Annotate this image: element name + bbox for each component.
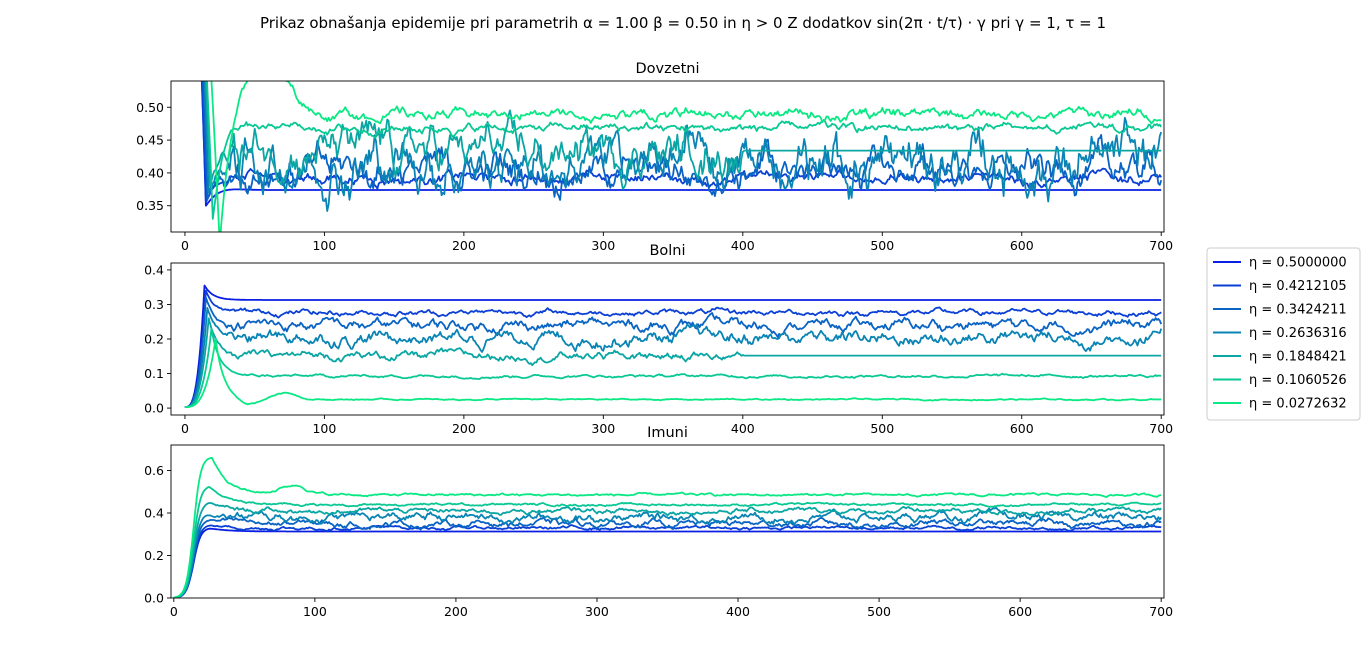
- y-tick-label: 0.3: [144, 297, 164, 312]
- series-line: [184, 306, 1163, 408]
- x-tick-label: 700: [1149, 604, 1173, 619]
- series-line: [173, 524, 1162, 598]
- series-line: [203, 81, 1163, 212]
- x-tick-label: 500: [867, 604, 891, 619]
- series-line: [184, 284, 1162, 408]
- x-tick-label: 0: [170, 604, 178, 619]
- legend-label: η = 0.1848421: [1249, 350, 1347, 365]
- series-line: [204, 81, 1162, 190]
- axes-frame: [170, 80, 1165, 233]
- x-tick-label: 600: [1010, 238, 1034, 253]
- x-tick-label: 500: [870, 238, 894, 253]
- legend-label: η = 0.0272632: [1249, 397, 1347, 412]
- legend-box: [1206, 247, 1361, 421]
- subplot-title: Bolni: [649, 243, 685, 259]
- series-line: [184, 338, 1162, 408]
- y-tick-label: 0.1: [144, 366, 164, 381]
- y-tick-label: 0.2: [144, 548, 164, 563]
- y-tick-label: 0.2: [144, 332, 164, 347]
- y-tick-label: 0.50: [136, 100, 164, 115]
- series-line: [173, 516, 1162, 598]
- y-tick-label: 0.40: [136, 165, 164, 180]
- x-tick-label: 400: [731, 421, 755, 436]
- x-tick-label: 100: [312, 421, 336, 436]
- x-tick-label: 100: [303, 604, 327, 619]
- x-tick-label: 600: [1010, 421, 1034, 436]
- series-line: [210, 81, 1162, 232]
- legend-label: η = 0.4212105: [1249, 279, 1347, 294]
- series-line: [206, 81, 1162, 220]
- series-line: [173, 506, 1162, 598]
- x-tick-label: 200: [444, 604, 468, 619]
- legend-label: η = 0.1060526: [1249, 373, 1347, 388]
- series-line: [173, 501, 1162, 598]
- series-line: [184, 327, 1162, 408]
- x-tick-label: 300: [585, 604, 609, 619]
- legend-label: η = 0.2636316: [1249, 326, 1347, 341]
- subplot-title: Imuni: [647, 425, 688, 441]
- legend: η = 0.5000000 η = 0.4212105 η = 0.3424211 η…: [1206, 247, 1361, 421]
- x-tick-label: 500: [870, 421, 894, 436]
- series-line: [184, 289, 1162, 408]
- series-line: [184, 317, 1162, 408]
- x-tick-label: 700: [1149, 421, 1173, 436]
- x-tick-label: 700: [1149, 238, 1173, 253]
- figure-suptitle: Prikaz obnašanja epidemije pri parametri…: [260, 14, 1106, 32]
- y-tick-label: 0.4: [144, 506, 164, 521]
- x-tick-label: 400: [726, 604, 750, 619]
- subplot-title: Dovzetni: [635, 61, 699, 77]
- y-tick-label: 0.4: [144, 262, 164, 277]
- x-tick-label: 100: [312, 238, 336, 253]
- x-tick-label: 300: [591, 238, 615, 253]
- y-tick-label: 0.0: [144, 591, 164, 606]
- y-tick-label: 0.6: [144, 463, 164, 478]
- subplot-3: Imuni 0 100 200 300 400 500 600 700 0.0 0.2 0.4 0.6: [144, 425, 1173, 619]
- x-tick-label: 300: [591, 421, 615, 436]
- x-tick-label: 400: [731, 238, 755, 253]
- series-line: [173, 456, 1162, 598]
- legend-label: η = 0.5000000: [1249, 256, 1347, 271]
- series-line: [173, 485, 1162, 598]
- subplot-2: Bolni 0 100 200 300 400 500 600 700 0.0 0.1 0.2 0.3 0…: [144, 243, 1173, 436]
- y-tick-label: 0.45: [136, 133, 164, 148]
- series-line: [173, 527, 1162, 598]
- x-tick-label: 200: [452, 421, 476, 436]
- x-tick-label: 0: [181, 238, 189, 253]
- y-tick-label: 0.35: [136, 198, 164, 213]
- y-tick-label: 0.0: [144, 401, 164, 416]
- axes-frame: [170, 444, 1165, 599]
- series-line: [184, 296, 1163, 408]
- x-tick-label: 0: [181, 421, 189, 436]
- series-line: [202, 81, 1163, 201]
- legend-label: η = 0.3424211: [1249, 303, 1347, 318]
- subplot-1: Dovzetni 0 100 200 300 400 500 600 700 0.35 0.40 0.…: [136, 61, 1173, 253]
- x-tick-label: 200: [452, 238, 476, 253]
- x-tick-label: 600: [1008, 604, 1032, 619]
